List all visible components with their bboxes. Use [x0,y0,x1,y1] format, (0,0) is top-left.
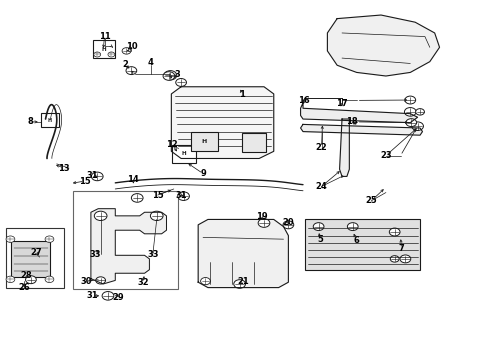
Bar [11,241,50,277]
Text: 6: 6 [353,237,359,246]
Circle shape [94,211,107,221]
Circle shape [313,223,324,230]
Text: 28: 28 [20,271,32,280]
Text: 13: 13 [58,164,70,173]
Text: 11: 11 [99,32,110,41]
Text: 3: 3 [174,71,180,80]
Bar [190,132,217,151]
Text: 32: 32 [137,278,148,287]
Bar [172,145,195,163]
Circle shape [175,78,186,86]
Text: H: H [48,118,52,123]
Bar [41,113,59,127]
Circle shape [346,223,357,230]
Text: 29: 29 [112,293,123,302]
Text: 25: 25 [365,196,376,205]
Text: H: H [182,151,186,156]
Circle shape [94,52,101,57]
Text: 26: 26 [18,283,30,292]
Text: 4: 4 [148,58,154,67]
Circle shape [163,72,174,80]
Text: 7: 7 [398,244,404,253]
Bar [93,40,115,58]
Circle shape [388,228,399,236]
Circle shape [45,236,54,242]
Text: H: H [201,139,206,144]
Text: 21: 21 [237,276,249,285]
Circle shape [6,276,15,283]
Text: 12: 12 [166,140,178,149]
Polygon shape [327,15,439,76]
Circle shape [102,292,114,300]
Circle shape [91,172,103,181]
Circle shape [233,280,245,288]
Circle shape [405,119,416,127]
Circle shape [258,219,269,227]
Text: 24: 24 [315,182,327,191]
Text: H: H [102,46,106,51]
Circle shape [25,276,36,284]
Polygon shape [198,220,288,288]
Circle shape [6,236,15,242]
Polygon shape [171,87,273,158]
Circle shape [200,278,210,285]
Text: 14: 14 [127,175,139,184]
Circle shape [126,67,137,75]
Text: 2: 2 [122,60,128,69]
Circle shape [404,96,415,104]
Circle shape [283,221,293,229]
Circle shape [163,71,176,80]
Text: 15: 15 [79,176,90,185]
Bar [305,220,419,270]
Polygon shape [300,103,417,123]
Text: 30: 30 [80,276,92,285]
Text: 31: 31 [86,291,98,300]
Text: 9: 9 [200,169,205,178]
Polygon shape [339,119,348,176]
Bar [73,191,177,289]
Text: 31: 31 [86,171,98,180]
Text: 20: 20 [282,218,294,227]
Polygon shape [91,209,166,284]
Polygon shape [300,125,422,135]
Text: 8: 8 [27,117,33,126]
Text: 27: 27 [30,248,41,257]
Text: 19: 19 [255,212,267,221]
Text: 15: 15 [151,190,163,199]
Text: 33: 33 [89,250,101,259]
Circle shape [150,211,163,221]
Circle shape [131,194,143,202]
Text: 31: 31 [175,190,186,199]
Circle shape [45,276,54,283]
Circle shape [404,108,415,116]
Text: 5: 5 [317,235,323,244]
Text: 18: 18 [345,117,357,126]
Bar [242,134,266,152]
Circle shape [415,109,424,115]
Circle shape [399,255,410,263]
Text: 17: 17 [336,99,347,108]
Circle shape [389,256,398,262]
Circle shape [411,122,423,131]
Circle shape [108,52,115,57]
Text: 10: 10 [125,42,137,51]
Circle shape [177,192,189,201]
Text: 1: 1 [239,90,244,99]
Text: 22: 22 [315,143,327,152]
Text: 23: 23 [379,151,391,160]
Circle shape [122,48,131,54]
Text: 33: 33 [147,250,158,259]
Bar [5,228,64,288]
Text: 16: 16 [298,95,309,104]
Circle shape [96,277,105,284]
